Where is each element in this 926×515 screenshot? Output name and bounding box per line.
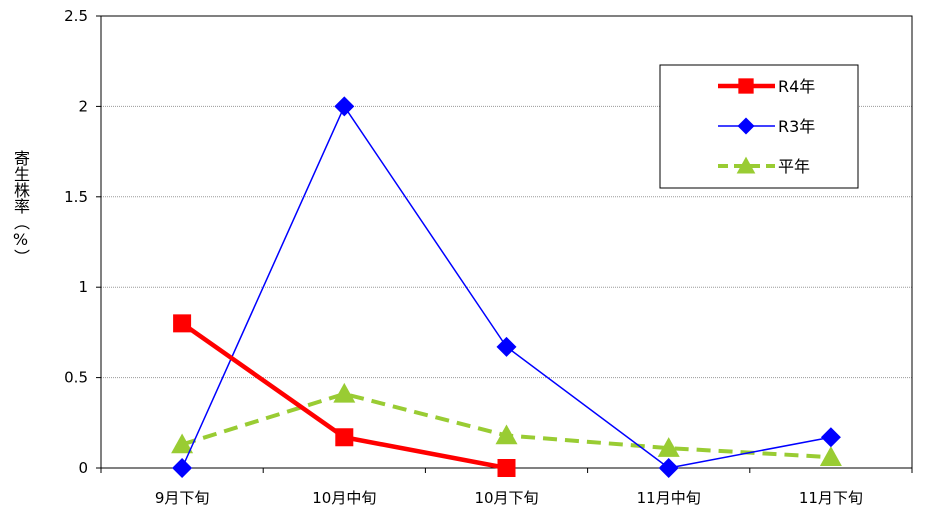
data-point <box>334 96 355 117</box>
y-tick-label: 2.5 <box>64 7 88 25</box>
x-tick-label: 10月中旬 <box>312 489 376 507</box>
data-point <box>495 424 518 445</box>
legend-marker <box>737 117 755 135</box>
legend-item: 平年 <box>718 156 810 176</box>
data-point <box>658 458 679 478</box>
legend-item: R3年 <box>718 117 815 136</box>
y-tick-label: 1.5 <box>64 188 88 206</box>
data-point <box>172 458 193 478</box>
data-point <box>819 446 842 466</box>
series-group <box>171 96 842 478</box>
data-point <box>171 433 194 454</box>
y-tick-label: 1 <box>78 278 88 296</box>
legend-marker <box>736 156 756 174</box>
y-tick-label: 2 <box>78 97 88 115</box>
x-tick-label: 11月中旬 <box>637 489 701 507</box>
data-point <box>496 336 517 357</box>
legend-label: R4年 <box>778 77 815 96</box>
data-point <box>335 428 354 447</box>
series-R3年 <box>172 96 841 478</box>
legend-item: R4年 <box>718 77 815 96</box>
data-point <box>333 382 356 403</box>
legend-marker <box>738 78 754 94</box>
legend-label: 平年 <box>778 157 810 176</box>
series-R4年 <box>173 314 516 477</box>
data-point <box>497 459 516 477</box>
y-axis-ticks: 0 0.5 1 1.5 2 2.5 <box>64 7 101 477</box>
data-point <box>173 314 192 333</box>
data-point <box>657 437 680 457</box>
legend-label: R3年 <box>778 117 815 136</box>
x-axis-ticks: 9月下旬 10月中旬 10月下旬 11月中旬 11月下旬 <box>100 468 913 507</box>
data-point <box>820 427 841 448</box>
y-axis-label: 寄生株率（%） <box>11 150 30 265</box>
y-tick-label: 0.5 <box>64 369 88 387</box>
x-tick-label: 10月下旬 <box>474 489 538 507</box>
y-tick-label: 0 <box>78 459 88 477</box>
x-tick-label: 11月下旬 <box>799 489 863 507</box>
x-tick-label: 9月下旬 <box>155 489 210 507</box>
series-平年 <box>171 382 842 466</box>
